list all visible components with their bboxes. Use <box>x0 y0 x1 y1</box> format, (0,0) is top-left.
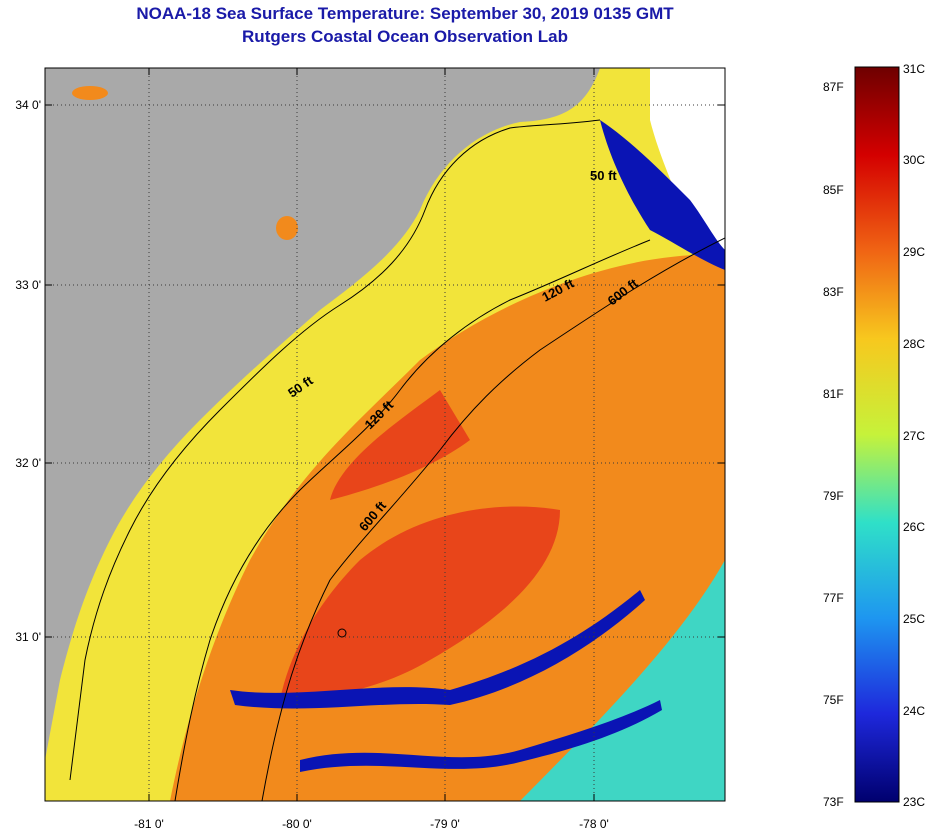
lat-tick-label: 34 0' <box>15 98 41 112</box>
celsius-label: 31C <box>903 62 926 76</box>
map-frame <box>44 67 726 802</box>
land-mass <box>45 68 600 760</box>
warmest-core <box>280 506 560 700</box>
lat-tick-label: 31 0' <box>15 630 41 644</box>
contour-600ft <box>261 237 725 801</box>
celsius-label: 24C <box>903 704 926 718</box>
colorbar <box>854 66 900 803</box>
celsius-label: 23C <box>903 795 926 809</box>
cold-filament <box>230 590 645 709</box>
celsius-label: 25C <box>903 612 926 626</box>
celsius-label: 30C <box>903 153 926 167</box>
celsius-label: 26C <box>903 520 926 534</box>
sst-field: 50 ft 50 ft 120 ft 120 ft 600 ft 600 ft <box>45 68 725 801</box>
celsius-label: 29C <box>903 245 926 259</box>
station-marker <box>337 628 347 638</box>
fahrenheit-label: 77F <box>823 591 844 605</box>
lat-tick-label: 33 0' <box>15 278 41 292</box>
lon-tick-label: -81 0' <box>134 817 164 831</box>
contour-120ft <box>174 239 651 801</box>
inland-lake <box>276 216 298 240</box>
lon-tick-label: -78 0' <box>579 817 609 831</box>
axis-ticks <box>45 68 725 801</box>
fahrenheit-label: 75F <box>823 693 844 707</box>
cool-water <box>520 560 725 801</box>
map-title: NOAA-18 Sea Surface Temperature: Septemb… <box>136 4 674 23</box>
contour-label: 50 ft <box>590 168 617 183</box>
fahrenheit-label: 81F <box>823 387 844 401</box>
fahrenheit-label: 83F <box>823 285 844 299</box>
celsius-label: 28C <box>903 337 926 351</box>
cloud-cover <box>650 68 725 250</box>
fahrenheit-label: 79F <box>823 489 844 503</box>
lat-tick-label: 32 0' <box>15 456 41 470</box>
depth-contours <box>69 119 725 801</box>
cold-coastal-water <box>600 120 725 270</box>
graticule <box>45 68 725 801</box>
fahrenheit-label: 73F <box>823 795 844 809</box>
lon-tick-label: -80 0' <box>282 817 312 831</box>
cold-filament <box>300 700 662 772</box>
fahrenheit-label: 85F <box>823 183 844 197</box>
celsius-label: 27C <box>903 429 926 443</box>
map-subtitle: Rutgers Coastal Ocean Observation Lab <box>242 27 568 46</box>
fahrenheit-label: 87F <box>823 80 844 94</box>
inland-lake <box>72 86 108 100</box>
lon-tick-label: -79 0' <box>430 817 460 831</box>
contour-50ft <box>69 119 601 781</box>
warm-patch <box>330 390 470 500</box>
